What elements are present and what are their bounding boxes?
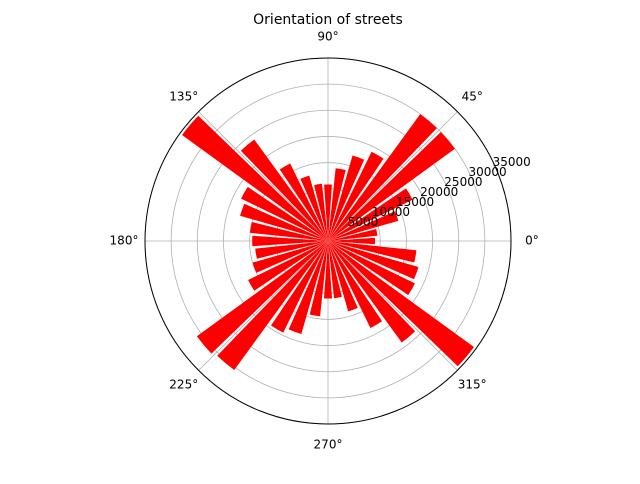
angle-tick-label: 225°	[169, 378, 198, 392]
bar	[328, 211, 399, 241]
r-tick-label: 15000	[396, 195, 434, 209]
angle-tick-label: 0°	[525, 234, 539, 248]
grid-spoke	[198, 111, 329, 242]
angle-tick-label: 135°	[169, 89, 198, 103]
bar	[328, 228, 378, 241]
polar-frame	[144, 57, 512, 425]
bar	[328, 241, 415, 296]
bar	[324, 184, 332, 241]
bar	[328, 151, 384, 241]
angle-tick-label: 180°	[110, 234, 139, 248]
bar	[328, 237, 376, 245]
bar	[328, 188, 413, 241]
bar	[248, 241, 328, 291]
bar	[240, 203, 328, 241]
r-tick-label: 20000	[420, 185, 458, 199]
bar	[328, 241, 419, 280]
bar	[328, 168, 346, 241]
bar	[255, 241, 328, 259]
bar	[250, 222, 328, 241]
bar	[328, 155, 365, 241]
r-tick-label: 10000	[372, 205, 410, 219]
r-tick-label: 25000	[444, 175, 482, 189]
r-tick-label: 35000	[493, 155, 531, 169]
angle-tick-label: 45°	[462, 89, 483, 103]
bar	[323, 241, 333, 299]
angle-tick-label: 315°	[458, 378, 487, 392]
bar	[328, 241, 416, 343]
chart-title: Orientation of streets	[253, 12, 403, 28]
r-tick-label: 30000	[468, 165, 506, 179]
bar	[217, 241, 328, 371]
bar	[270, 241, 328, 333]
bar	[328, 132, 455, 241]
bar	[240, 139, 328, 241]
bar	[328, 114, 437, 241]
grid-spoke	[327, 240, 458, 371]
bar	[252, 235, 328, 247]
bar	[196, 241, 328, 354]
angle-tick-label: 90°	[317, 30, 338, 44]
bar	[241, 186, 328, 241]
grid-spoke	[327, 111, 458, 242]
bar	[328, 241, 358, 312]
bar	[328, 241, 342, 299]
bar	[328, 241, 474, 367]
bar	[309, 241, 328, 317]
bar	[288, 241, 328, 334]
bar	[279, 163, 328, 241]
bar	[182, 115, 328, 241]
angle-tick-label: 270°	[314, 438, 343, 452]
bar	[328, 241, 417, 263]
bar	[314, 183, 328, 241]
bar	[328, 241, 383, 328]
bar	[300, 175, 328, 241]
bar	[252, 241, 328, 273]
grid-spoke	[198, 240, 329, 371]
r-tick-label: 5000	[348, 215, 379, 229]
